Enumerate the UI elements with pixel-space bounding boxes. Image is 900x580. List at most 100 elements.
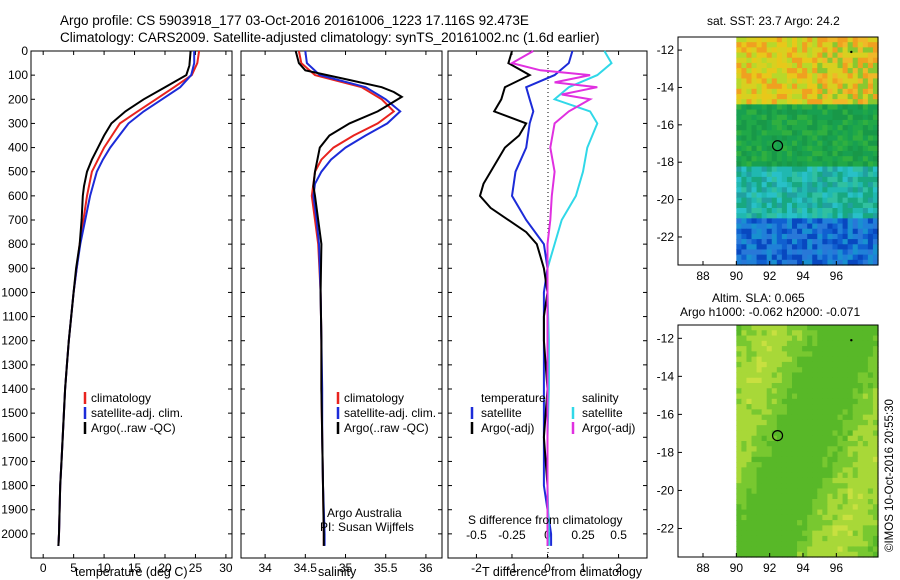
- map-cell: [771, 228, 778, 235]
- map-cell: [812, 530, 818, 537]
- map-cell: [741, 414, 748, 421]
- map-cell: [776, 546, 783, 553]
- map-cell: [781, 83, 788, 90]
- map-cell: [822, 187, 829, 194]
- map-cell: [771, 233, 778, 240]
- map-cell: [847, 171, 854, 178]
- s-tick-label: 0.25: [571, 528, 595, 542]
- map-cell: [786, 546, 793, 553]
- map-cell: [817, 409, 823, 416]
- map-cell: [771, 145, 778, 152]
- map-cell: [771, 244, 778, 251]
- map-cell: [842, 493, 849, 500]
- map-cell: [847, 477, 854, 484]
- map-cell: [847, 393, 854, 400]
- map-cell: [802, 99, 808, 105]
- map-cell: [771, 504, 778, 511]
- map-cell: [867, 530, 874, 537]
- map-cell: [862, 78, 869, 85]
- map-cell: [761, 78, 768, 85]
- map-cell: [862, 335, 869, 342]
- map-cell: [797, 135, 803, 142]
- map-cell: [781, 202, 788, 209]
- map-cell: [832, 218, 839, 225]
- map-cell: [786, 244, 793, 251]
- map-cell: [776, 477, 783, 484]
- map-cell: [807, 156, 813, 162]
- map-cell: [797, 409, 803, 416]
- map-cell: [751, 514, 758, 521]
- map-cell: [872, 530, 879, 537]
- map-cell: [857, 388, 864, 395]
- map-cell: [781, 119, 788, 126]
- map-cell: [837, 330, 844, 337]
- map-cell: [807, 202, 813, 209]
- map-cell: [781, 346, 788, 352]
- map-cell: [761, 254, 768, 261]
- map-cell: [791, 509, 798, 516]
- map-cell: [756, 514, 763, 521]
- map-cell: [751, 135, 758, 142]
- map-cell: [797, 187, 803, 194]
- map-cell: [827, 472, 834, 479]
- map-cell: [822, 57, 829, 64]
- map-cell: [822, 525, 829, 532]
- map-cell: [837, 541, 844, 548]
- map-cell: [746, 197, 753, 204]
- map-cell: [781, 551, 788, 558]
- map-cell: [761, 330, 768, 337]
- map-cell: [822, 161, 829, 168]
- map-cell: [852, 525, 859, 532]
- map-cell: [847, 351, 854, 358]
- map-cell: [812, 119, 818, 126]
- map-cell: [807, 73, 813, 80]
- map-cell: [822, 119, 829, 126]
- map-cell: [817, 161, 823, 168]
- map-cell: [781, 467, 788, 474]
- map-cell: [776, 94, 783, 100]
- map-cell: [791, 208, 798, 214]
- map-cell: [807, 472, 813, 479]
- map-cell: [736, 493, 742, 500]
- map-cell: [817, 83, 823, 90]
- map-cell: [822, 218, 829, 225]
- map-cell: [827, 62, 834, 69]
- map-cell: [802, 541, 808, 548]
- map-cell: [802, 509, 808, 516]
- map-cell: [857, 456, 864, 463]
- x-tick-label: -2: [471, 561, 482, 575]
- map-cell: [802, 228, 808, 235]
- map-cell: [781, 109, 788, 116]
- map-cell: [771, 88, 778, 95]
- map-cell: [786, 472, 793, 479]
- map-cell: [736, 446, 742, 453]
- map-cell: [802, 109, 808, 116]
- map-cell: [817, 535, 823, 542]
- map-cell: [832, 244, 839, 251]
- map-cell: [766, 414, 773, 421]
- map-cell: [857, 125, 864, 131]
- map-cell: [817, 192, 823, 199]
- map-cell: [872, 135, 879, 142]
- map-cell: [756, 361, 763, 368]
- map-cell: [842, 119, 849, 126]
- map-cell: [847, 99, 854, 105]
- map-cell: [812, 351, 818, 358]
- legend-temperature-title: temperature: [481, 391, 546, 405]
- map-cell: [746, 156, 753, 162]
- map-cell: [746, 176, 753, 183]
- map-cell: [776, 441, 783, 447]
- map-cell: [751, 244, 758, 251]
- map-cell: [847, 367, 854, 374]
- map-cell: [822, 377, 829, 384]
- map-cell: [832, 361, 839, 368]
- map-cell: [867, 202, 874, 209]
- map-cell: [842, 393, 849, 400]
- map-cell: [756, 166, 763, 173]
- map-cell: [812, 377, 818, 384]
- map-cell: [786, 94, 793, 100]
- map-cell: [852, 259, 859, 266]
- map-cell: [847, 202, 854, 209]
- map-cell: [797, 383, 803, 389]
- map-cell: [822, 404, 829, 410]
